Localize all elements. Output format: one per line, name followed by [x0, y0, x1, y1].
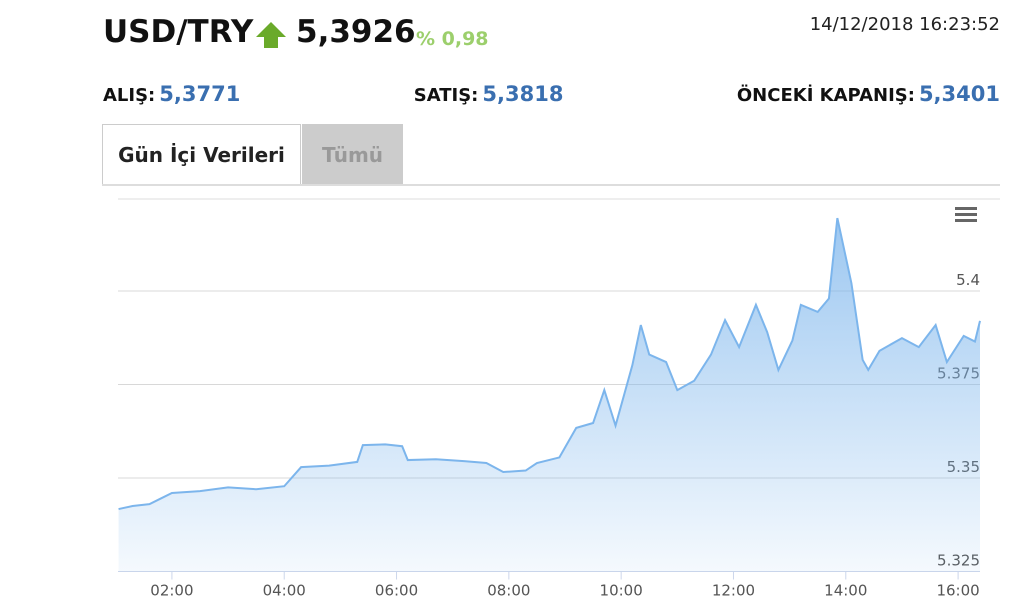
quote-label: ÖNCEKİ KAPANIŞ:: [736, 85, 915, 106]
pair: USD/TRY: [103, 14, 254, 50]
x-tick-label: 04:00: [263, 582, 306, 600]
tab[interactable]: Tümü: [302, 124, 403, 185]
quote-value: 5,3818: [482, 82, 564, 106]
quote-label: SATIŞ:: [413, 85, 479, 106]
quote-label: ALIŞ:: [103, 85, 156, 106]
quote-value: 5,3771: [159, 82, 241, 106]
price: 5,3926: [296, 14, 416, 50]
menu-icon[interactable]: [955, 207, 977, 222]
tab-line: [102, 184, 1000, 186]
quote: ÖNCEKİ KAPANIŞ: 5,3401: [737, 82, 1000, 106]
line: [118, 217, 981, 511]
change: % 0,98: [416, 28, 489, 50]
y-tick-label: 5.4: [956, 271, 980, 289]
quotes: ALIŞ: 5,3771 SATIŞ: 5,3818 ÖNCEKİ KAPANIŞ:…: [103, 82, 1000, 106]
x-tick-label: 08:00: [487, 582, 530, 600]
x-tick-label: 02:00: [150, 582, 193, 600]
area: [118, 218, 980, 572]
timestamp: 14/12/2018 16:23:52: [809, 14, 1000, 35]
quote-value: 5,3401: [918, 82, 1000, 106]
x-tick-label: 06:00: [375, 582, 418, 600]
x-tick-label: 16:00: [936, 582, 979, 600]
quote: SATIŞ: 5,3818: [414, 82, 564, 106]
quote: ALIŞ: 5,3771: [103, 82, 240, 106]
x-tick-label: 14:00: [824, 582, 867, 600]
x-tick-label: 12:00: [712, 582, 755, 600]
tab[interactable]: Gün İçi Verileri: [102, 124, 301, 185]
up-arrow: [256, 22, 286, 48]
x-tick-label: 10:00: [600, 582, 643, 600]
